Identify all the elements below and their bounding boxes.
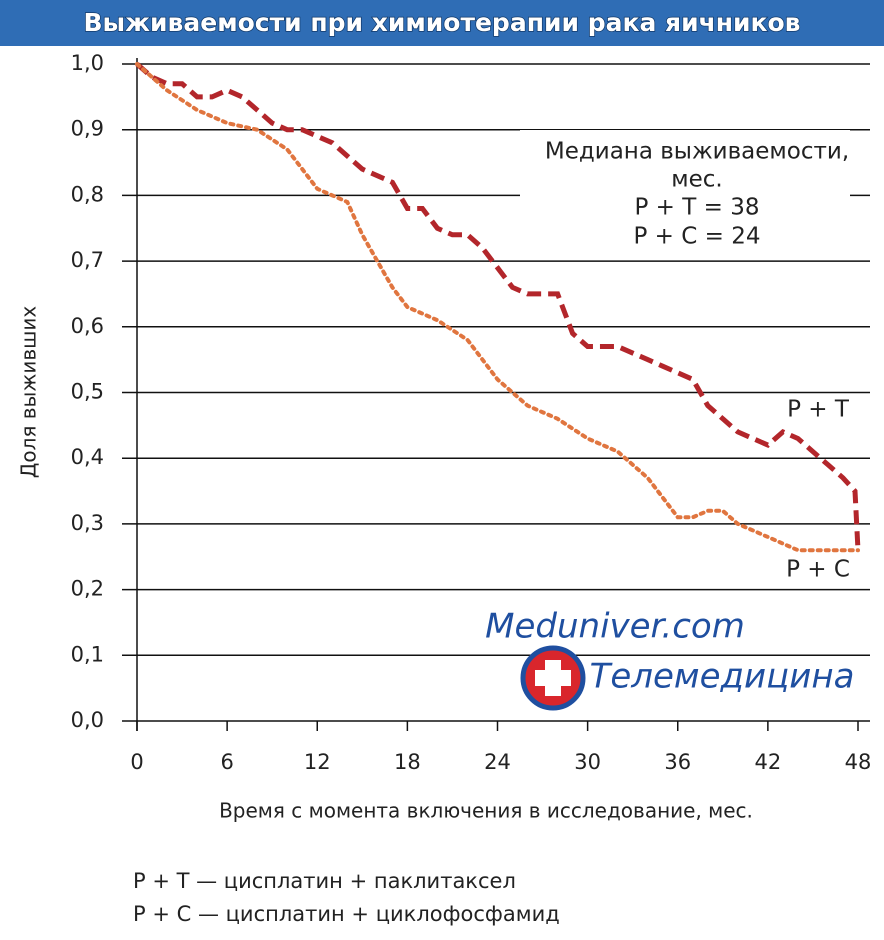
annotation-bg (520, 130, 850, 250)
y-tick-label: 0,7 (71, 248, 104, 272)
x-tick-label: 30 (574, 750, 601, 774)
x-axis-label: Время с момента включения в исследование… (219, 799, 753, 823)
x-tick-label: 18 (394, 750, 421, 774)
y-tick-label: 0,2 (71, 577, 104, 601)
annotation: P + T = 38 (635, 195, 760, 221)
y-tick-label: 0,6 (71, 314, 104, 338)
y-tick-label: 1,0 (71, 51, 104, 75)
x-tick-label: 12 (304, 750, 331, 774)
footnote: P + T — цисплатин + паклитаксел (133, 869, 516, 893)
grid (122, 58, 870, 731)
x-tick-label: 6 (220, 750, 233, 774)
y-axis-label: Доля выживших (17, 306, 41, 479)
y-tick-label: 0,0 (71, 708, 104, 732)
footnote: P + C — цисплатин + циклофосфамид (133, 902, 560, 926)
series-label: P + T (787, 397, 850, 423)
watermark: Meduniver.com (485, 607, 745, 647)
x-tick-label: 48 (845, 750, 872, 774)
y-tick-label: 0,3 (71, 511, 104, 535)
annotation: Медиана выживаемости, (545, 139, 849, 165)
series-label: P + C (786, 557, 850, 583)
y-tick-label: 0,4 (71, 445, 104, 469)
series-line (135, 62, 861, 551)
y-tick-label: 0,8 (71, 182, 104, 206)
x-tick-label: 42 (755, 750, 782, 774)
x-tick-label: 0 (130, 750, 143, 774)
watermark: Телемедицина (590, 657, 855, 697)
title-bar (0, 0, 884, 46)
y-tick-label: 0,9 (71, 117, 104, 141)
annotation: P + C = 24 (634, 224, 761, 250)
annotation: мес. (671, 167, 722, 193)
y-tick-label: 0,5 (71, 380, 104, 404)
y-tick-label: 0,1 (71, 642, 104, 666)
watermark-cross (535, 660, 571, 696)
chart-title: Выживаемости при химиотерапии рака яични… (83, 8, 800, 37)
series-line (135, 62, 860, 553)
x-tick-label: 24 (484, 750, 511, 774)
x-tick-label: 36 (664, 750, 691, 774)
